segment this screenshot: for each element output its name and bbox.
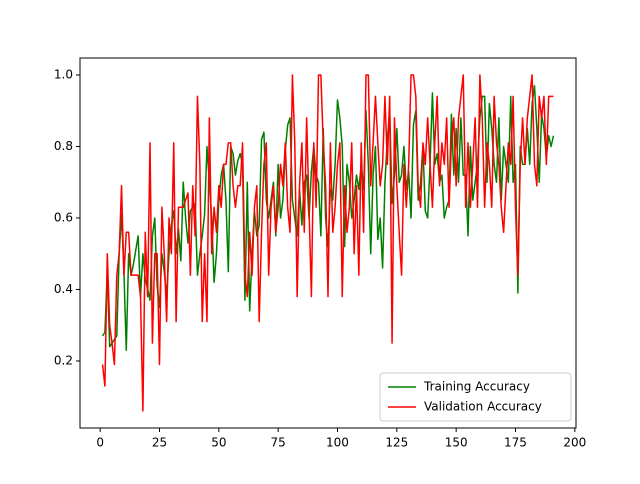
y-tick-label: 0.2 — [54, 353, 73, 367]
legend-box — [379, 372, 572, 422]
y-tick-label: 0.6 — [54, 210, 73, 224]
x-tick-label: 100 — [326, 436, 349, 450]
x-tick-label: 50 — [211, 436, 226, 450]
x-tick-label: 75 — [271, 436, 286, 450]
legend: Training Accuracy Validation Accuracy — [379, 372, 572, 422]
x-tick-label: 150 — [445, 436, 468, 450]
x-tick-label: 200 — [563, 436, 586, 450]
line-series — [101, 74, 554, 412]
x-tick-label: 0 — [96, 436, 104, 450]
x-tick-label: 175 — [504, 436, 527, 450]
legend-label: Training Accuracy — [423, 380, 530, 394]
y-tick-label: 0.8 — [54, 139, 73, 153]
x-tick-label: 25 — [152, 436, 167, 450]
y-tick-label: 0.4 — [54, 282, 73, 296]
legend-label: Validation Accuracy — [424, 400, 542, 414]
y-tick-label: 1.0 — [54, 67, 73, 81]
plot-frame — [79, 57, 577, 429]
line-series — [101, 84, 555, 351]
x-tick-label: 125 — [385, 436, 408, 450]
